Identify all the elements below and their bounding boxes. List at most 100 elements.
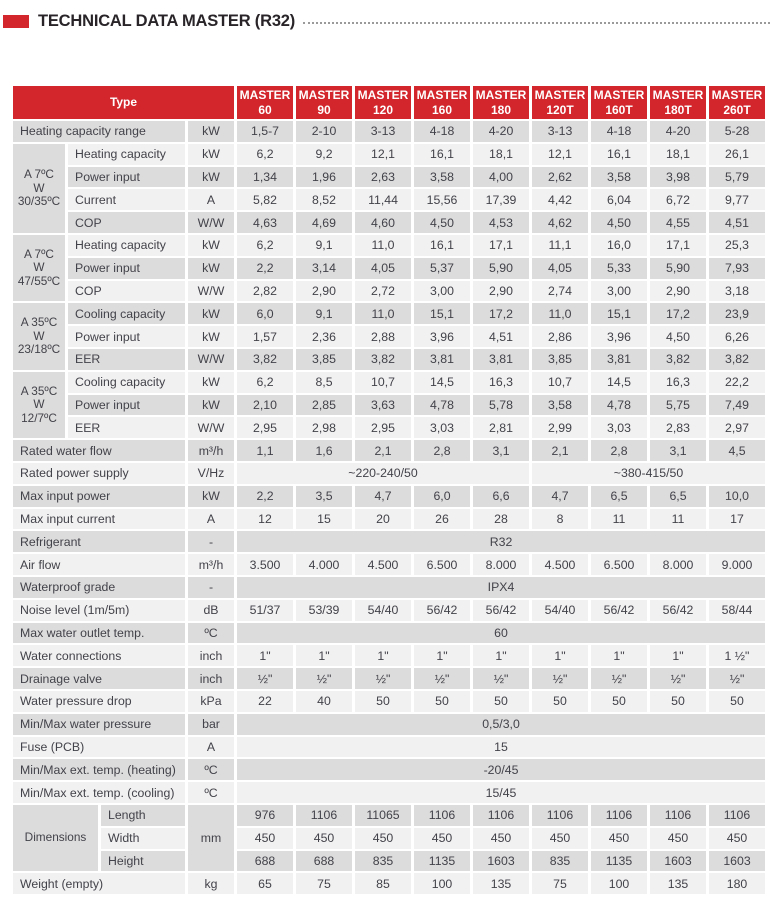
value-cell: 10,7 bbox=[355, 371, 411, 393]
value-cell: 2,99 bbox=[532, 417, 588, 439]
value-cell: 1135 bbox=[591, 850, 647, 872]
table-row: Min/Max ext. temp. (heating) ºC -20/45 bbox=[13, 759, 765, 781]
value-cell: 2,88 bbox=[355, 326, 411, 347]
row-label: Weight (empty) bbox=[13, 873, 185, 895]
value-cell: 0,5/3,0 bbox=[237, 713, 765, 735]
table-row: Max input power kW 2,2 3,5 4,7 6,0 6,6 4,7 6,5 6,… bbox=[13, 485, 765, 507]
row-label: Power input bbox=[68, 326, 185, 347]
row-label: Power input bbox=[68, 394, 185, 416]
value-cell: 8,5 bbox=[296, 371, 352, 393]
model-header-cell: MASTER 260T bbox=[709, 86, 765, 119]
value-cell: 17,2 bbox=[650, 303, 706, 325]
value-cell: 3,82 bbox=[355, 348, 411, 370]
value-cell: 14,5 bbox=[591, 371, 647, 393]
unit-cell: inch bbox=[188, 645, 234, 667]
row-label: EER bbox=[68, 417, 185, 439]
unit-cell: kW bbox=[188, 257, 234, 279]
value-cell: 5,90 bbox=[473, 257, 529, 279]
value-cell: 1106 bbox=[650, 804, 706, 826]
value-cell: 11065 bbox=[355, 804, 411, 826]
value-cell: 450 bbox=[355, 827, 411, 849]
value-cell: 5,78 bbox=[473, 394, 529, 416]
value-cell: 40 bbox=[296, 690, 352, 712]
value-cell: 15,56 bbox=[414, 189, 470, 211]
table-row: Width 450 450 450 450 450 450 450 450 450 bbox=[13, 827, 765, 849]
value-cell: 1,57 bbox=[237, 326, 293, 347]
unit-cell: ºC bbox=[188, 782, 234, 803]
value-cell: ½" bbox=[709, 668, 765, 689]
value-cell: 3.500 bbox=[237, 554, 293, 575]
value-cell: 5,90 bbox=[650, 257, 706, 279]
value-cell: 1135 bbox=[414, 850, 470, 872]
value-cell: 1" bbox=[591, 645, 647, 667]
value-cell: 4,05 bbox=[532, 257, 588, 279]
model-header-cell: MASTER 120 bbox=[355, 86, 411, 119]
value-cell: 4-20 bbox=[650, 121, 706, 142]
value-cell: 3,82 bbox=[709, 348, 765, 370]
row-label: EER bbox=[68, 348, 185, 370]
value-cell: 9.000 bbox=[709, 554, 765, 575]
value-cell: 65 bbox=[237, 873, 293, 895]
value-cell: 1,34 bbox=[237, 166, 293, 188]
row-label: Refrigerant bbox=[13, 531, 185, 553]
value-cell: -20/45 bbox=[237, 759, 765, 781]
value-cell: 4,62 bbox=[532, 212, 588, 233]
row-label: Water connections bbox=[13, 645, 185, 667]
unit-cell: ºC bbox=[188, 622, 234, 644]
value-cell: 9,1 bbox=[296, 234, 352, 256]
table-row: EER W/W 2,95 2,98 2,95 3,03 2,81 2,99 3,03 2,83 2,… bbox=[13, 417, 765, 439]
table-row: Water connections inch 1" 1" 1" 1" 1" 1" 1" 1" 1 ½… bbox=[13, 645, 765, 667]
unit-cell: m³/h bbox=[188, 440, 234, 461]
value-cell: 1" bbox=[355, 645, 411, 667]
value-cell: 10,7 bbox=[532, 371, 588, 393]
value-cell: 4,50 bbox=[591, 212, 647, 233]
row-label: Cooling capacity bbox=[68, 371, 185, 393]
table-row: COP W/W 2,82 2,90 2,72 3,00 2,90 2,74 3,00 2,90 3,… bbox=[13, 280, 765, 302]
row-label: Min/Max ext. temp. (cooling) bbox=[13, 782, 185, 803]
value-cell: 2,1 bbox=[532, 440, 588, 461]
model-header-cell: MASTER 60 bbox=[237, 86, 293, 119]
value-cell: 18,1 bbox=[650, 143, 706, 165]
page-title: TECHNICAL DATA MASTER (R32) bbox=[38, 11, 296, 30]
unit-cell: mm bbox=[188, 804, 234, 872]
unit-cell: bar bbox=[188, 713, 234, 735]
row-label: Max water outlet temp. bbox=[13, 622, 185, 644]
value-cell: 8.000 bbox=[650, 554, 706, 575]
value-cell: 56/42 bbox=[650, 599, 706, 621]
value-cell: 135 bbox=[473, 873, 529, 895]
model-header-cell: MASTER 180T bbox=[650, 86, 706, 119]
value-cell: 7,49 bbox=[709, 394, 765, 416]
type-header-cell: Type bbox=[13, 86, 234, 119]
value-cell: 50 bbox=[650, 690, 706, 712]
value-cell: 50 bbox=[591, 690, 647, 712]
value-cell: 3,81 bbox=[414, 348, 470, 370]
row-group-label: Dimensions bbox=[13, 804, 98, 872]
value-cell: IPX4 bbox=[237, 576, 765, 598]
value-cell: 15,1 bbox=[414, 303, 470, 325]
value-cell: 9,1 bbox=[296, 303, 352, 325]
unit-cell: dB bbox=[188, 599, 234, 621]
unit-cell: kPa bbox=[188, 690, 234, 712]
value-cell: 11 bbox=[591, 508, 647, 530]
table-row: Air flow m³/h 3.500 4.000 4.500 6.500 8.000 4.5… bbox=[13, 554, 765, 575]
value-cell: 4,05 bbox=[355, 257, 411, 279]
table-row: Power input kW 2,2 3,14 4,05 5,37 5,90 4,05 5,33… bbox=[13, 257, 765, 279]
value-cell: 2,90 bbox=[473, 280, 529, 302]
value-cell: 53/39 bbox=[296, 599, 352, 621]
value-cell: 100 bbox=[591, 873, 647, 895]
value-cell: 2,2 bbox=[237, 485, 293, 507]
section-header: TECHNICAL DATA MASTER (R32) bbox=[3, 12, 770, 30]
value-cell: 11,0 bbox=[532, 303, 588, 325]
value-cell: 2,90 bbox=[296, 280, 352, 302]
value-cell: 54/40 bbox=[532, 599, 588, 621]
row-label: COP bbox=[68, 280, 185, 302]
technical-data-table: Type MASTER 60 MASTER 90 MASTER 120 MASTER 160 M… bbox=[10, 84, 768, 896]
value-cell: 2,2 bbox=[237, 257, 293, 279]
value-cell: 2,10 bbox=[237, 394, 293, 416]
table-row: Rated power supply V/Hz ~220-240/50 ~380-41… bbox=[13, 462, 765, 484]
value-cell: 18,1 bbox=[473, 143, 529, 165]
unit-cell: kg bbox=[188, 873, 234, 895]
row-label: Air flow bbox=[13, 554, 185, 575]
row-label: Width bbox=[101, 827, 185, 849]
row-label: Heating capacity range bbox=[13, 121, 185, 142]
